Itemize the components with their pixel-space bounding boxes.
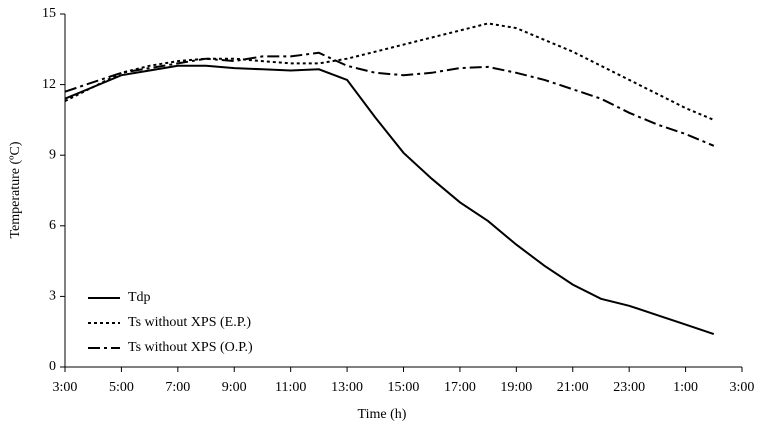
x-tick-label: 9:00 (222, 380, 247, 395)
y-axis-label: Temperature (ºC) (8, 141, 23, 238)
x-tick-label: 21:00 (557, 380, 589, 395)
x-tick-label: 17:00 (444, 380, 476, 395)
x-tick-label: 3:00 (53, 380, 78, 395)
y-tick-label: 9 (49, 147, 56, 162)
x-tick-label: 13:00 (331, 380, 363, 395)
x-tick-label: 7:00 (165, 380, 190, 395)
x-tick-label: 11:00 (275, 380, 306, 395)
y-tick-label: 3 (49, 289, 56, 304)
y-tick-label: 0 (49, 359, 56, 374)
y-tick-label: 15 (42, 6, 56, 21)
y-tick-label: 6 (49, 218, 56, 233)
legend-label: Tdp (128, 290, 151, 305)
x-tick-label: 3:00 (730, 380, 755, 395)
data-line (64, 64, 715, 336)
x-tick-label: 23:00 (613, 380, 645, 395)
legend-label: Ts without XPS (O.P.) (128, 340, 253, 355)
legend-label: Ts without XPS (E.P.) (128, 315, 251, 330)
x-axis-label: Time (h) (358, 407, 407, 422)
y-tick-label: 12 (42, 77, 56, 92)
x-tick-label: 19:00 (500, 380, 532, 395)
x-tick-label: 1:00 (673, 380, 698, 395)
x-tick-label: 5:00 (109, 380, 134, 395)
data-line (64, 51, 715, 147)
data-line (64, 22, 715, 121)
x-tick-label: 15:00 (388, 380, 420, 395)
